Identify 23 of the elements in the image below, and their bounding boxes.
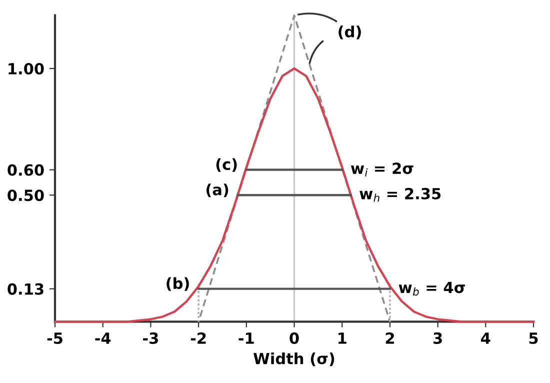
annotation: (d) [338, 26, 361, 40]
x-tick-label: 0 [290, 332, 299, 344]
x-tick-label: -3 [143, 332, 158, 344]
x-tick-label: -1 [238, 332, 254, 344]
y-tick-label: 1.00 [8, 62, 44, 75]
x-tick-label: 4 [481, 332, 490, 344]
annotation: w$_{b}$ = 4σ [398, 282, 465, 296]
x-tick-label: 2 [386, 332, 394, 344]
x-tick-label: 3 [434, 332, 442, 344]
annotation: (b) [166, 277, 189, 291]
annotation: (a) [206, 184, 228, 198]
annotation: w$_{h}$ = 2.35 [360, 188, 441, 202]
annotation: (c) [216, 158, 237, 172]
annotation: w$_{i}$ = 2σ [350, 162, 414, 176]
x-tick-label: -4 [95, 332, 111, 344]
y-tick-label: 0.50 [8, 190, 44, 202]
y-tick-label: 0.60 [8, 164, 44, 176]
x-tick-label: 5 [529, 332, 538, 344]
x-tick-label: -5 [47, 332, 62, 344]
x-tick-label: 1 [338, 332, 346, 344]
x-axis-title: Width (σ) [254, 352, 334, 366]
x-tick-label: -2 [190, 332, 206, 344]
y-tick-label: 0.13 [8, 283, 44, 295]
